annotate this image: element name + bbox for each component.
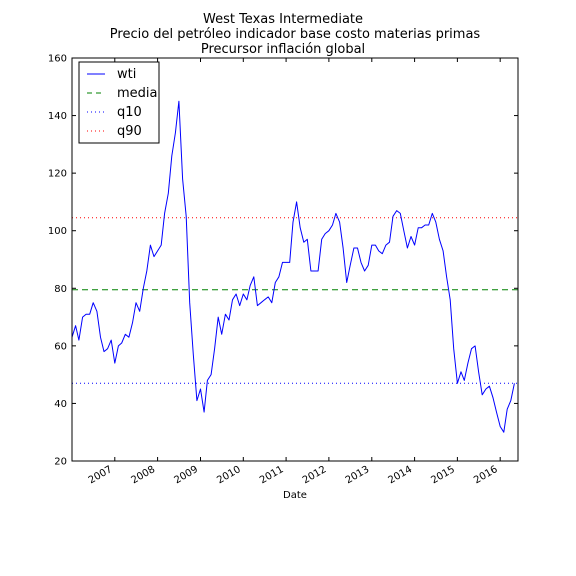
legend-label-wti: wti <box>117 67 136 82</box>
x-tick-label: 2008 <box>130 464 158 486</box>
y-tick-label: 160 <box>48 54 67 65</box>
series-lines <box>72 100 515 433</box>
plot-frame <box>71 57 519 462</box>
y-axis: 20 40 60 80 100 120 140 160 <box>48 54 518 468</box>
legend-label-media: media <box>117 86 158 101</box>
x-tick-label: 2012 <box>301 464 329 486</box>
chart-title-line-2: Precio del petróleo indicador base costo… <box>110 27 481 42</box>
x-tick-label: 2015 <box>429 464 457 486</box>
y-tick-label: 20 <box>54 457 67 468</box>
legend-box <box>78 61 160 144</box>
reference-lines <box>72 217 518 384</box>
x-axis-label: Date <box>283 490 307 501</box>
x-tick-label: 2013 <box>344 464 372 486</box>
chart-title-line-1: West Texas Intermediate <box>203 12 363 27</box>
x-tick-label: 2007 <box>87 464 115 486</box>
x-tick-label: 2014 <box>387 464 415 486</box>
y-tick-label: 100 <box>48 226 67 237</box>
y-tick-label: 80 <box>54 284 67 295</box>
x-tick-label: 2016 <box>472 464 500 486</box>
legend-label-q10: q10 <box>117 105 142 120</box>
legend-label-q90: q90 <box>117 124 142 139</box>
series-line-wti <box>72 100 515 433</box>
chart-title: West Texas Intermediate Precio del petró… <box>110 12 481 57</box>
y-tick-label: 120 <box>48 169 67 180</box>
y-tick-label: 60 <box>54 341 67 352</box>
legend: wti media q10 q90 <box>78 61 160 144</box>
chart-title-line-3: Precursor inflación global <box>201 42 365 57</box>
x-tick-label: 2010 <box>215 464 243 486</box>
y-tick-label: 140 <box>48 111 67 122</box>
y-tick-label: 40 <box>54 399 67 410</box>
x-tick-label: 2009 <box>172 464 200 486</box>
x-tick-label: 2011 <box>258 464 286 486</box>
